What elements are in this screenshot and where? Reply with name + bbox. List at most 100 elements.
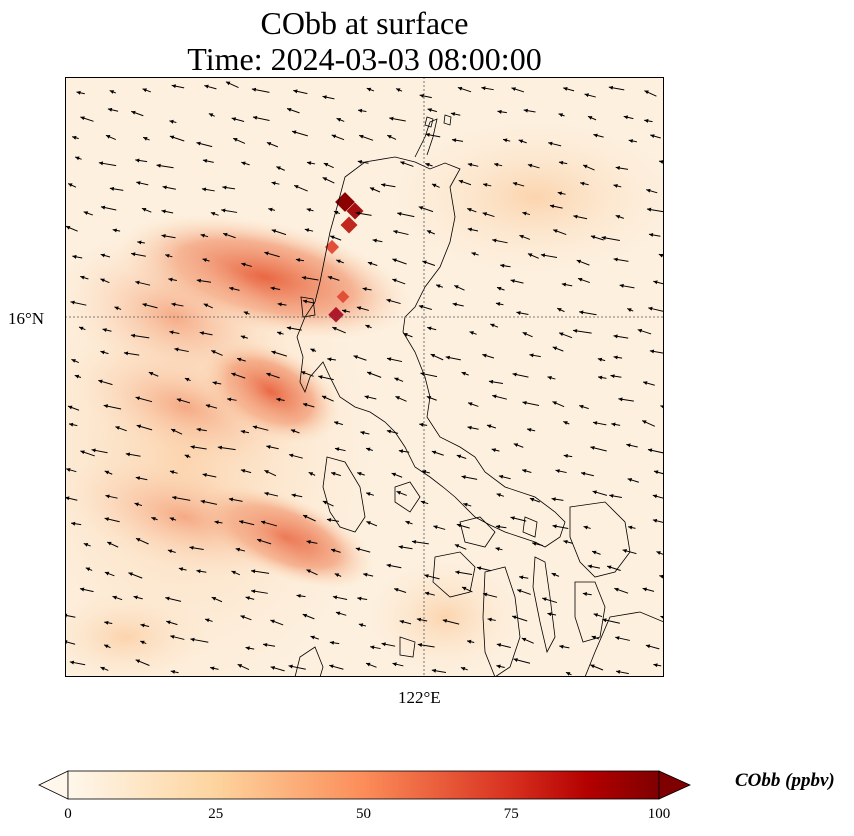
wind-arrow <box>370 645 381 650</box>
wind-arrow <box>330 471 341 477</box>
wind-arrow <box>467 425 479 430</box>
wind-arrow <box>166 620 178 626</box>
wind-arrow <box>613 355 623 360</box>
wind-arrow <box>100 350 109 355</box>
wind-arrow <box>308 471 316 476</box>
wind-arrow <box>563 454 573 458</box>
wind-arrow <box>67 405 80 411</box>
wind-arrow <box>256 538 272 545</box>
longitude-label: 122°E <box>398 688 441 707</box>
wind-arrow <box>103 404 122 410</box>
wind-arrow <box>211 350 223 356</box>
wind-arrow <box>523 108 536 113</box>
wind-arrow <box>169 517 177 522</box>
wind-arrow <box>184 377 191 382</box>
wind-arrow <box>421 469 430 474</box>
wind-arrow <box>579 404 589 410</box>
wind-arrow <box>435 284 444 289</box>
wind-arrow <box>167 549 176 554</box>
mindanao-coastline <box>584 611 664 677</box>
wind-arrow <box>222 232 236 239</box>
wind-arrow <box>527 163 540 169</box>
wind-arrow <box>212 381 222 386</box>
wind-arrow <box>495 302 504 306</box>
wind-arrow <box>513 658 531 664</box>
wind-arrow <box>463 502 472 507</box>
wind-arrow <box>210 666 219 671</box>
wind-arrow <box>100 253 111 258</box>
wind-arrow <box>203 303 213 309</box>
wind-arrow <box>270 666 285 672</box>
wind-arrow <box>333 421 344 426</box>
wind-arrow <box>68 422 78 427</box>
wind-arrow <box>65 225 78 232</box>
wind-arrow <box>251 87 270 93</box>
wind-arrow <box>398 545 413 550</box>
wind-arrow <box>332 595 348 601</box>
wind-arrow <box>241 262 252 267</box>
wind-arrow <box>590 235 604 241</box>
wind-arrow <box>358 134 374 141</box>
wind-arrow <box>363 572 374 577</box>
wind-arrow <box>641 420 656 427</box>
wind-arrow <box>512 372 529 378</box>
wind-arrow <box>427 108 438 113</box>
wind-arrow <box>355 547 371 553</box>
wind-arrow <box>72 254 83 259</box>
wind-arrow <box>151 516 158 521</box>
wind-arrow <box>286 326 302 331</box>
wind-arrow <box>356 306 369 311</box>
luzon-coastline <box>296 156 566 548</box>
wind-arrow <box>395 395 407 402</box>
wind-arrow <box>335 611 347 616</box>
wind-arrow <box>582 164 595 171</box>
wind-arrow <box>609 493 622 499</box>
wind-arrow <box>238 520 255 526</box>
wind-arrow <box>288 453 303 459</box>
wind-arrow <box>392 662 404 667</box>
wind-arrow <box>326 518 340 522</box>
wind-arrow <box>168 277 177 282</box>
wind-arrow <box>391 472 403 478</box>
wind-arrow <box>496 493 505 497</box>
wind-arrow <box>547 375 556 380</box>
wind-arrow <box>358 623 367 628</box>
wind-arrow <box>271 181 280 186</box>
wind-arrow <box>204 618 213 623</box>
wind-arrow <box>431 668 447 673</box>
wind-arrow <box>495 547 503 551</box>
wind-arrow <box>645 644 660 650</box>
wind-arrow <box>493 162 503 167</box>
wind-arrow <box>622 549 637 555</box>
wind-arrow <box>302 299 315 304</box>
wind-arrow <box>310 635 319 640</box>
wind-arrow <box>522 331 533 338</box>
wind-arrow <box>644 90 657 97</box>
wind-arrow <box>496 643 511 648</box>
wind-arrow <box>131 110 144 117</box>
wind-arrow <box>252 115 270 122</box>
wind-arrow <box>161 234 176 239</box>
wind-arrow <box>365 324 372 329</box>
wind-arrow <box>357 472 365 476</box>
wind-arrow <box>522 400 540 407</box>
wind-arrow <box>552 229 567 236</box>
wind-arrow <box>196 141 213 148</box>
wind-arrow <box>471 252 479 256</box>
wind-arrow <box>200 233 209 238</box>
wind-arrow <box>76 90 85 95</box>
wind-arrow <box>100 205 117 211</box>
wind-arrow <box>362 287 372 292</box>
wind-arrow <box>264 469 277 477</box>
wind-arrow <box>592 490 608 496</box>
wind-arrow <box>608 85 625 91</box>
wind-arrow <box>104 517 120 523</box>
wind-arrow <box>357 596 368 601</box>
wind-arrow <box>241 161 250 166</box>
wind-arrow <box>455 570 473 575</box>
wind-arrow <box>277 302 287 307</box>
wind-arrow <box>170 634 185 640</box>
wind-arrow <box>240 468 252 474</box>
wind-arrow <box>169 330 180 335</box>
wind-arrow <box>135 396 153 403</box>
